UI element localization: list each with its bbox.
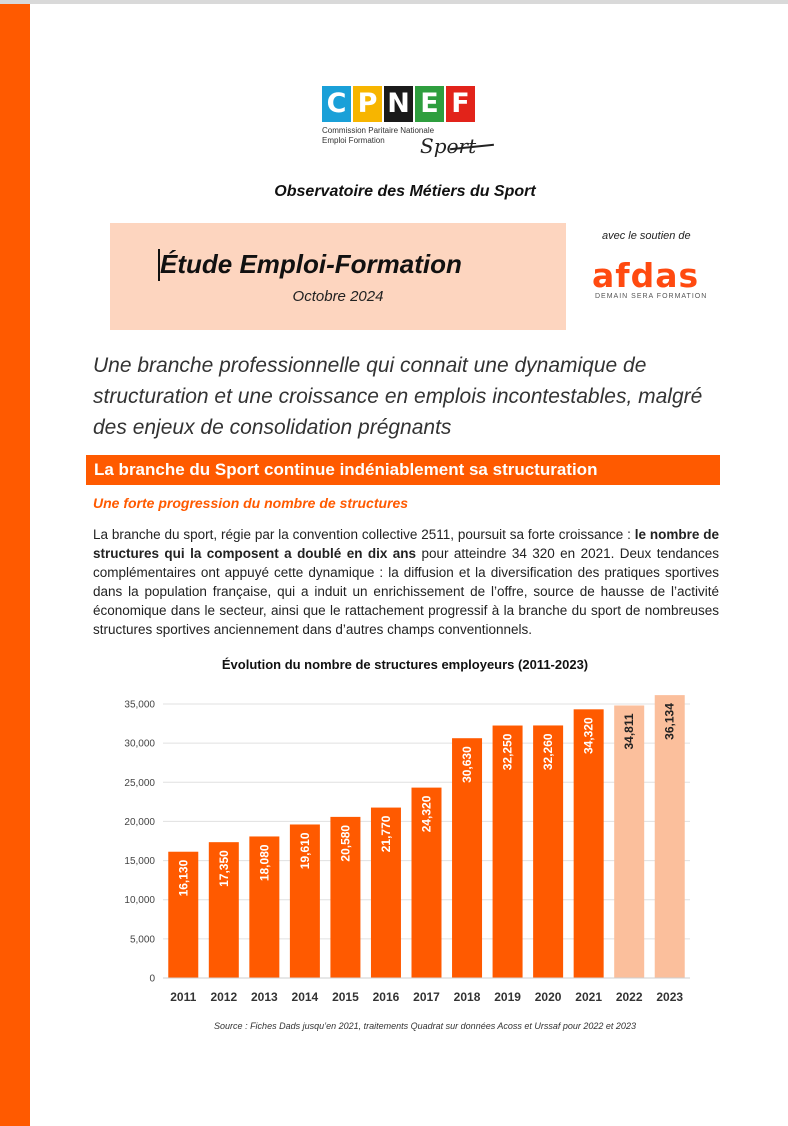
bar-value-label: 21,770 xyxy=(379,815,393,852)
y-tick-label: 20,000 xyxy=(124,817,155,828)
bar xyxy=(492,725,523,978)
bar xyxy=(452,738,483,978)
logo-subtitle: Commission Paritaire Nationale Emploi Fo… xyxy=(322,126,502,146)
bar xyxy=(654,695,685,978)
x-category-label: 2020 xyxy=(535,990,562,1004)
study-title: Étude Emploi-Formation xyxy=(160,249,462,279)
logo-letter-f: F xyxy=(446,86,475,122)
body-paragraph: La branche du sport, régie par la conven… xyxy=(93,525,719,639)
bar xyxy=(208,842,239,978)
bar-value-label: 18,080 xyxy=(257,844,271,881)
bar xyxy=(573,709,604,978)
y-tick-label: 25,000 xyxy=(124,778,155,789)
bar xyxy=(614,705,645,978)
bar-value-label: 32,260 xyxy=(541,733,555,770)
afdas-tagline: DEMAIN SERA FORMATION xyxy=(595,293,708,300)
y-tick-label: 5,000 xyxy=(130,934,155,945)
bar-value-label: 36,134 xyxy=(663,703,677,740)
bar-value-label: 30,630 xyxy=(460,746,474,783)
x-category-label: 2023 xyxy=(656,990,683,1004)
body-text-bold: le nombre de structures qui la composent… xyxy=(93,527,719,561)
bar-value-label: 19,610 xyxy=(298,832,312,869)
orange-side-bar xyxy=(0,4,30,1126)
x-category-label: 2021 xyxy=(575,990,602,1004)
logo-letter-c: C xyxy=(322,86,351,122)
bar-value-label: 17,350 xyxy=(217,850,231,887)
x-category-label: 2011 xyxy=(170,990,196,1004)
x-category-label: 2018 xyxy=(454,990,481,1004)
x-category-label: 2022 xyxy=(616,990,643,1004)
logo-letter-p: P xyxy=(353,86,382,122)
y-tick-label: 0 xyxy=(149,974,155,985)
afdas-logo: afdas xyxy=(592,256,700,295)
body-text-part1: La branche du sport, régie par la conven… xyxy=(93,527,635,542)
x-category-label: 2015 xyxy=(332,990,359,1004)
headline: Une branche professionnelle qui connait … xyxy=(93,354,703,439)
bar xyxy=(168,851,199,978)
bar xyxy=(533,725,564,978)
x-category-label: 2017 xyxy=(413,990,440,1004)
bar xyxy=(289,824,320,978)
support-label: avec le soutien de xyxy=(602,230,691,242)
bar-value-label: 20,580 xyxy=(338,825,352,862)
bar xyxy=(370,807,401,978)
y-tick-label: 35,000 xyxy=(124,700,155,711)
bar-value-label: 32,250 xyxy=(501,733,515,770)
bar xyxy=(411,787,442,978)
bar-value-label: 34,811 xyxy=(622,713,636,749)
bar-value-label: 16,130 xyxy=(176,859,190,896)
x-category-label: 2013 xyxy=(251,990,278,1004)
study-date: Octobre 2024 xyxy=(292,288,384,305)
x-category-label: 2012 xyxy=(210,990,237,1004)
y-tick-label: 30,000 xyxy=(124,739,155,750)
logo-letter-n: N xyxy=(384,86,413,122)
subheading: Une forte progression du nombre de struc… xyxy=(93,495,409,511)
chart-title: Évolution du nombre de structures employ… xyxy=(221,657,589,672)
logo-subtitle-line1: Commission Paritaire Nationale xyxy=(322,126,435,135)
section-title: La branche du Sport continue indéniablem… xyxy=(86,455,720,485)
body-text-part2: pour atteindre 34 320 en 2021. Deux tend… xyxy=(93,546,719,637)
logo-subtitle-line2: Emploi Formation xyxy=(322,136,385,145)
bar-value-label: 34,320 xyxy=(582,717,596,754)
chart-source: Source : Fiches Dads jusqu’en 2021, trai… xyxy=(214,1021,636,1031)
bar xyxy=(330,816,361,978)
top-rule xyxy=(0,0,788,4)
bar-value-label: 24,320 xyxy=(420,795,434,832)
logo-letter-e: E xyxy=(415,86,444,122)
y-tick-label: 10,000 xyxy=(124,895,155,906)
bar xyxy=(249,836,280,978)
study-title-box: Étude Emploi-Formation Octobre 2024 xyxy=(110,223,566,330)
text-cursor xyxy=(158,249,160,281)
x-category-label: 2019 xyxy=(494,990,521,1004)
y-tick-label: 15,000 xyxy=(124,856,155,867)
x-category-label: 2014 xyxy=(292,990,319,1004)
x-category-label: 2016 xyxy=(373,990,400,1004)
observatoire-title: Observatoire des Métiers du Sport xyxy=(274,183,536,200)
